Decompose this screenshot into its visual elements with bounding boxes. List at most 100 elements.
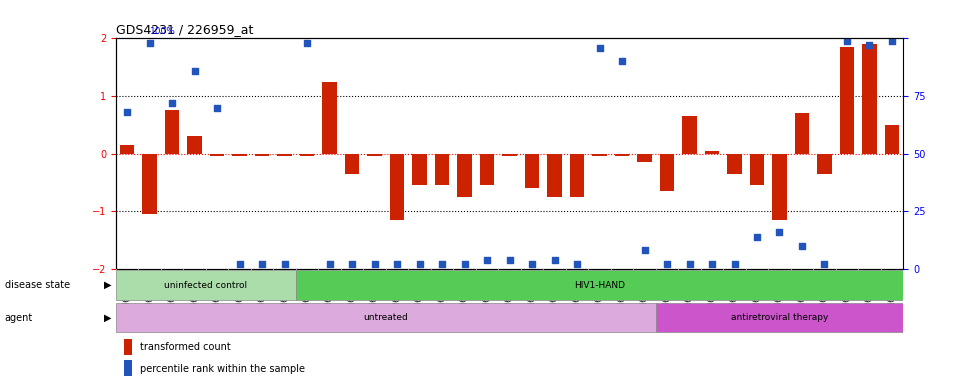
Point — [592, 45, 608, 51]
Bar — [255, 154, 270, 157]
Bar — [638, 154, 652, 162]
Bar — [124, 360, 132, 376]
Bar — [277, 154, 292, 157]
Bar — [457, 154, 471, 197]
Bar — [570, 154, 584, 197]
Point — [817, 261, 833, 267]
Point — [569, 261, 584, 267]
Point — [210, 104, 225, 111]
Text: GSM697510: GSM697510 — [730, 272, 739, 318]
Bar — [412, 154, 427, 185]
Bar — [323, 81, 337, 154]
Bar — [299, 154, 314, 157]
Text: GSM697492: GSM697492 — [326, 272, 334, 318]
Point — [682, 261, 697, 267]
Text: GDS4231 / 226959_at: GDS4231 / 226959_at — [116, 23, 253, 36]
Bar — [592, 154, 607, 157]
Point — [547, 257, 562, 263]
Bar — [817, 154, 832, 174]
Text: GSM697506: GSM697506 — [640, 272, 649, 318]
Bar — [367, 154, 382, 157]
Bar — [345, 154, 359, 174]
Point — [120, 109, 135, 115]
Text: agent: agent — [5, 313, 33, 323]
Bar — [120, 145, 134, 154]
Text: ▶: ▶ — [103, 280, 111, 290]
Text: GSM697498: GSM697498 — [460, 272, 469, 318]
Bar — [502, 154, 517, 157]
Text: GSM697485: GSM697485 — [168, 272, 177, 318]
Text: GSM697484: GSM697484 — [145, 272, 155, 318]
Bar — [548, 154, 562, 197]
Point — [614, 58, 630, 65]
Bar — [124, 339, 132, 355]
Text: GSM697487: GSM697487 — [213, 272, 221, 318]
Bar — [390, 154, 405, 220]
Text: uninfected control: uninfected control — [164, 281, 247, 290]
Text: GSM697488: GSM697488 — [235, 272, 244, 318]
Bar — [772, 154, 786, 220]
Point — [660, 261, 675, 267]
Bar — [750, 154, 764, 185]
Point — [187, 68, 203, 74]
Bar — [614, 154, 629, 157]
Text: GSM697496: GSM697496 — [415, 272, 424, 318]
Point — [299, 40, 315, 46]
Bar — [480, 154, 495, 185]
Point — [412, 261, 427, 267]
Point — [142, 40, 157, 46]
Text: GSM697503: GSM697503 — [573, 272, 582, 318]
Text: GSM697512: GSM697512 — [775, 272, 784, 318]
Point — [277, 261, 293, 267]
Text: GSM697513: GSM697513 — [798, 272, 807, 318]
Text: GSM697517: GSM697517 — [888, 272, 896, 318]
Text: ▶: ▶ — [103, 313, 111, 323]
Point — [457, 261, 472, 267]
Bar — [116, 270, 296, 300]
Bar — [727, 154, 742, 174]
Text: transformed count: transformed count — [140, 342, 231, 352]
Bar — [187, 136, 202, 154]
Bar — [435, 154, 449, 185]
Bar — [795, 113, 810, 154]
Point — [322, 261, 337, 267]
Text: HIV1-HAND: HIV1-HAND — [574, 281, 625, 290]
Bar — [233, 154, 247, 157]
Point — [704, 261, 720, 267]
Text: GSM697497: GSM697497 — [438, 272, 446, 318]
Bar — [885, 125, 899, 154]
Bar — [142, 154, 156, 214]
Text: GSM697511: GSM697511 — [753, 272, 761, 318]
Text: GSM697493: GSM697493 — [348, 272, 356, 318]
Point — [525, 261, 540, 267]
Bar — [656, 303, 903, 333]
Point — [862, 42, 877, 48]
Bar — [705, 151, 720, 154]
Text: GSM697507: GSM697507 — [663, 272, 671, 318]
Text: GSM697501: GSM697501 — [527, 272, 536, 318]
Text: GSM697495: GSM697495 — [392, 272, 402, 318]
Point — [345, 261, 360, 267]
Text: untreated: untreated — [363, 313, 409, 322]
Text: GSM697499: GSM697499 — [483, 272, 492, 318]
Text: GSM697505: GSM697505 — [617, 272, 627, 318]
Point — [772, 229, 787, 235]
Point — [726, 261, 742, 267]
Bar — [210, 154, 224, 157]
Bar — [525, 154, 539, 188]
Point — [479, 257, 495, 263]
Bar — [863, 44, 877, 154]
Text: GSM697494: GSM697494 — [370, 272, 379, 318]
Point — [637, 247, 652, 253]
Text: 100%: 100% — [150, 27, 176, 36]
Text: antiretroviral therapy: antiretroviral therapy — [731, 313, 828, 322]
Point — [794, 243, 810, 249]
Text: GSM697514: GSM697514 — [820, 272, 829, 318]
Text: GSM697486: GSM697486 — [190, 272, 199, 318]
Bar — [660, 154, 674, 191]
Point — [839, 38, 855, 44]
Text: GSM697502: GSM697502 — [550, 272, 559, 318]
Point — [435, 261, 450, 267]
Bar — [839, 47, 854, 154]
Text: GSM697509: GSM697509 — [707, 272, 717, 318]
